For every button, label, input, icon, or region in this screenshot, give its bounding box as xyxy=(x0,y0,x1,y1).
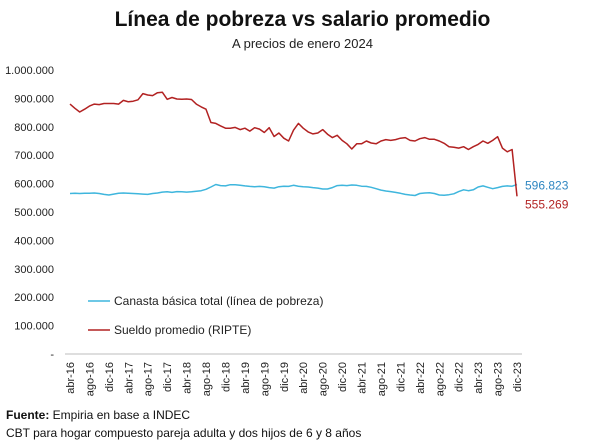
y-tick-label: 400.000 xyxy=(14,235,54,247)
x-tick-label: abr-16 xyxy=(65,362,77,394)
x-tick-label: dic-21 xyxy=(395,362,407,392)
methodology-note: CBT para hogar compuesto pareja adulta y… xyxy=(6,426,362,440)
x-tick-label: ago-20 xyxy=(318,362,330,396)
x-tick-label: ago-16 xyxy=(84,362,96,396)
y-tick-label: 800.000 xyxy=(14,122,54,134)
y-tick-label: 200.000 xyxy=(14,292,54,304)
x-tick-label: abr-21 xyxy=(357,362,369,394)
x-tick-label: ago-21 xyxy=(376,362,388,396)
x-tick-label: ago-19 xyxy=(259,362,271,396)
x-tick-label: dic-19 xyxy=(279,362,291,392)
chart-subtitle: A precios de enero 2024 xyxy=(232,36,373,51)
source-text: Empiria en base a INDEC xyxy=(49,408,191,422)
source-label: Fuente: xyxy=(6,408,50,422)
y-tick-label: - xyxy=(50,349,54,361)
y-tick-label: 1.000.000 xyxy=(5,65,54,77)
y-tick-label: 100.000 xyxy=(14,321,54,333)
x-tick-label: ago-22 xyxy=(434,362,446,396)
y-tick-label: 500.000 xyxy=(14,207,54,219)
chart-title: Línea de pobreza vs salario promedio xyxy=(114,8,491,31)
x-tick-label: dic-18 xyxy=(220,362,232,392)
series-end-label: 596.823 xyxy=(525,179,569,193)
series-line-sueldo xyxy=(69,91,518,197)
x-tick-label: abr-17 xyxy=(123,362,135,394)
series-line-canasta xyxy=(69,183,518,197)
x-tick-label: abr-23 xyxy=(473,362,485,394)
y-tick-label: 600.000 xyxy=(14,179,54,191)
x-tick-label: dic-16 xyxy=(104,362,116,392)
x-tick-label: dic-22 xyxy=(454,362,466,392)
source-note: Fuente: Empiria en base a INDEC xyxy=(6,408,190,422)
x-tick-label: abr-22 xyxy=(415,362,427,394)
x-tick-label: ago-23 xyxy=(493,362,505,396)
x-tick-label: dic-23 xyxy=(512,362,524,392)
series-end-label: 555.269 xyxy=(525,197,569,211)
x-tick-label: ago-18 xyxy=(201,362,213,396)
x-tick-label: ago-17 xyxy=(143,362,155,396)
y-tick-label: 900.000 xyxy=(14,93,54,105)
x-tick-label: dic-17 xyxy=(162,362,174,392)
x-tick-label: abr-18 xyxy=(182,362,194,394)
y-tick-label: 700.000 xyxy=(14,150,54,162)
x-tick-label: abr-19 xyxy=(240,362,252,394)
legend-label: Canasta básica total (línea de pobreza) xyxy=(114,294,323,308)
x-tick-label: abr-20 xyxy=(298,362,310,394)
x-tick-label: dic-20 xyxy=(337,362,349,392)
y-tick-label: 300.000 xyxy=(14,264,54,276)
legend-label: Sueldo promedio (RIPTE) xyxy=(114,323,251,337)
